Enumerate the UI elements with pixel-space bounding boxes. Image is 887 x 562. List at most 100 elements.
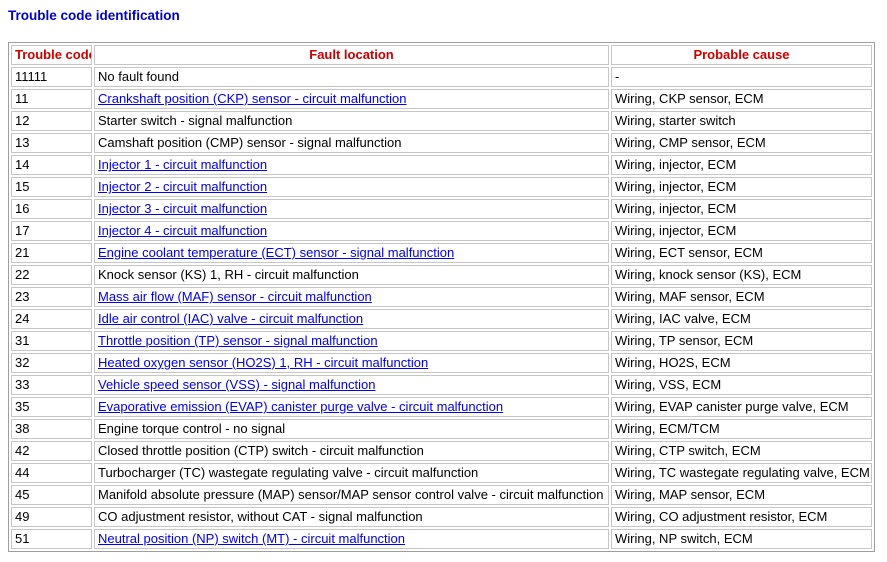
probable-cause-cell: Wiring, TC wastegate regulating valve, E…	[611, 463, 872, 483]
probable-cause-cell: Wiring, IAC valve, ECM	[611, 309, 872, 329]
fault-location-link[interactable]: Injector 3 - circuit malfunction	[98, 201, 268, 216]
probable-cause-cell: Wiring, ECM/TCM	[611, 419, 872, 439]
table-row: 15 Injector 2 - circuit malfunction Wiring…	[11, 177, 872, 197]
page-title: Trouble code identification	[8, 8, 180, 23]
trouble-code-cell: 22	[11, 265, 92, 285]
probable-cause-cell: Wiring, MAP sensor, ECM	[611, 485, 872, 505]
fault-location-cell: Heated oxygen sensor (HO2S) 1, RH - circ…	[94, 353, 609, 373]
fault-location-cell: Idle air control (IAC) valve - circuit m…	[94, 309, 609, 329]
probable-cause-cell: Wiring, CO adjustment resistor, ECM	[611, 507, 872, 527]
trouble-code-cell: 24	[11, 309, 92, 329]
fault-location-link[interactable]: Heated oxygen sensor (HO2S) 1, RH - circ…	[98, 355, 429, 370]
trouble-code-cell: 23	[11, 287, 92, 307]
fault-location-cell: Engine torque control - no signal	[94, 419, 609, 439]
table-row: 11111 No fault found -	[11, 67, 872, 87]
trouble-code-cell: 11	[11, 89, 92, 109]
fault-location-cell: Knock sensor (KS) 1, RH - circuit malfun…	[94, 265, 609, 285]
probable-cause-cell: Wiring, knock sensor (KS), ECM	[611, 265, 872, 285]
table-row: 12 Starter switch - signal malfunction Wir…	[11, 111, 872, 131]
trouble-code-cell: 38	[11, 419, 92, 439]
fault-location-link[interactable]: Injector 4 - circuit malfunction	[98, 223, 268, 238]
probable-cause-cell: -	[611, 67, 872, 87]
fault-location-link[interactable]: Evaporative emission (EVAP) canister pur…	[98, 399, 504, 414]
table-row: 45 Manifold absolute pressure (MAP) senso…	[11, 485, 872, 505]
table-row: 35 Evaporative emission (EVAP) canister p…	[11, 397, 872, 417]
table-row: 16 Injector 3 - circuit malfunction Wiring…	[11, 199, 872, 219]
column-header-probable-cause: Probable cause	[611, 45, 872, 65]
table-row: 13 Camshaft position (CMP) sensor - signa…	[11, 133, 872, 153]
fault-location-link[interactable]: Injector 2 - circuit malfunction	[98, 179, 268, 194]
fault-location-link[interactable]: Mass air flow (MAF) sensor - circuit mal…	[98, 289, 372, 304]
probable-cause-cell: Wiring, CKP sensor, ECM	[611, 89, 872, 109]
probable-cause-cell: Wiring, NP switch, ECM	[611, 529, 872, 549]
table-header-row: Trouble code Fault location Probable cau…	[11, 45, 872, 65]
trouble-code-cell: 16	[11, 199, 92, 219]
fault-location-cell: Crankshaft position (CKP) sensor - circu…	[94, 89, 609, 109]
column-header-trouble-code: Trouble code	[11, 45, 92, 65]
fault-location-cell: Injector 4 - circuit malfunction	[94, 221, 609, 241]
fault-location-cell: Neutral position (NP) switch (MT) - circ…	[94, 529, 609, 549]
fault-location-cell: Injector 3 - circuit malfunction	[94, 199, 609, 219]
table-row: 51 Neutral position (NP) switch (MT) - ci…	[11, 529, 872, 549]
trouble-code-cell: 35	[11, 397, 92, 417]
probable-cause-cell: Wiring, injector, ECM	[611, 199, 872, 219]
probable-cause-cell: Wiring, ECT sensor, ECM	[611, 243, 872, 263]
trouble-code-cell: 15	[11, 177, 92, 197]
probable-cause-cell: Wiring, injector, ECM	[611, 177, 872, 197]
trouble-code-cell: 44	[11, 463, 92, 483]
fault-location-cell: Injector 1 - circuit malfunction	[94, 155, 609, 175]
table-row: 23 Mass air flow (MAF) sensor - circuit m…	[11, 287, 872, 307]
fault-location-cell: Camshaft position (CMP) sensor - signal …	[94, 133, 609, 153]
fault-location-link[interactable]: Neutral position (NP) switch (MT) - circ…	[98, 531, 406, 546]
trouble-code-cell: 31	[11, 331, 92, 351]
table-row: 33 Vehicle speed sensor (VSS) - signal ma…	[11, 375, 872, 395]
fault-location-cell: Engine coolant temperature (ECT) sensor …	[94, 243, 609, 263]
trouble-code-table: Trouble code Fault location Probable cau…	[8, 42, 875, 552]
table-row: 14 Injector 1 - circuit malfunction Wiring…	[11, 155, 872, 175]
fault-location-link[interactable]: Idle air control (IAC) valve - circuit m…	[98, 311, 364, 326]
fault-location-link[interactable]: Crankshaft position (CKP) sensor - circu…	[98, 91, 407, 106]
fault-location-cell: Manifold absolute pressure (MAP) sensor/…	[94, 485, 609, 505]
fault-location-cell: Evaporative emission (EVAP) canister pur…	[94, 397, 609, 417]
trouble-code-cell: 32	[11, 353, 92, 373]
trouble-code-cell: 33	[11, 375, 92, 395]
probable-cause-cell: Wiring, EVAP canister purge valve, ECM	[611, 397, 872, 417]
trouble-code-cell: 13	[11, 133, 92, 153]
table-row: 22 Knock sensor (KS) 1, RH - circuit malf…	[11, 265, 872, 285]
probable-cause-cell: Wiring, CMP sensor, ECM	[611, 133, 872, 153]
fault-location-link[interactable]: Vehicle speed sensor (VSS) - signal malf…	[98, 377, 376, 392]
probable-cause-cell: Wiring, injector, ECM	[611, 221, 872, 241]
probable-cause-cell: Wiring, HO2S, ECM	[611, 353, 872, 373]
table-row: 49 CO adjustment resistor, without CAT - …	[11, 507, 872, 527]
table-row: 24 Idle air control (IAC) valve - circuit…	[11, 309, 872, 329]
table-row: 31 Throttle position (TP) sensor - signal…	[11, 331, 872, 351]
fault-location-link[interactable]: Injector 1 - circuit malfunction	[98, 157, 268, 172]
trouble-code-cell: 51	[11, 529, 92, 549]
probable-cause-cell: Wiring, VSS, ECM	[611, 375, 872, 395]
trouble-code-cell: 49	[11, 507, 92, 527]
table-row: 42 Closed throttle position (CTP) switch …	[11, 441, 872, 461]
table-row: 38 Engine torque control - no signal Wirin…	[11, 419, 872, 439]
column-header-fault-location: Fault location	[94, 45, 609, 65]
trouble-code-cell: 45	[11, 485, 92, 505]
trouble-code-cell: 42	[11, 441, 92, 461]
table-row: 11 Crankshaft position (CKP) sensor - cir…	[11, 89, 872, 109]
probable-cause-cell: Wiring, TP sensor, ECM	[611, 331, 872, 351]
probable-cause-cell: Wiring, injector, ECM	[611, 155, 872, 175]
trouble-code-cell: 14	[11, 155, 92, 175]
table-row: 44 Turbocharger (TC) wastegate regulating…	[11, 463, 872, 483]
table-row: 21 Engine coolant temperature (ECT) senso…	[11, 243, 872, 263]
trouble-code-cell: 11111	[11, 67, 92, 87]
fault-location-cell: Injector 2 - circuit malfunction	[94, 177, 609, 197]
trouble-code-cell: 17	[11, 221, 92, 241]
probable-cause-cell: Wiring, MAF sensor, ECM	[611, 287, 872, 307]
fault-location-cell: Turbocharger (TC) wastegate regulating v…	[94, 463, 609, 483]
fault-location-link[interactable]: Throttle position (TP) sensor - signal m…	[98, 333, 378, 348]
table-row: 17 Injector 4 - circuit malfunction Wiring…	[11, 221, 872, 241]
fault-location-cell: Throttle position (TP) sensor - signal m…	[94, 331, 609, 351]
fault-location-cell: Closed throttle position (CTP) switch - …	[94, 441, 609, 461]
fault-location-cell: Starter switch - signal malfunction	[94, 111, 609, 131]
probable-cause-cell: Wiring, CTP switch, ECM	[611, 441, 872, 461]
fault-location-link[interactable]: Engine coolant temperature (ECT) sensor …	[98, 245, 455, 260]
fault-location-cell: Mass air flow (MAF) sensor - circuit mal…	[94, 287, 609, 307]
